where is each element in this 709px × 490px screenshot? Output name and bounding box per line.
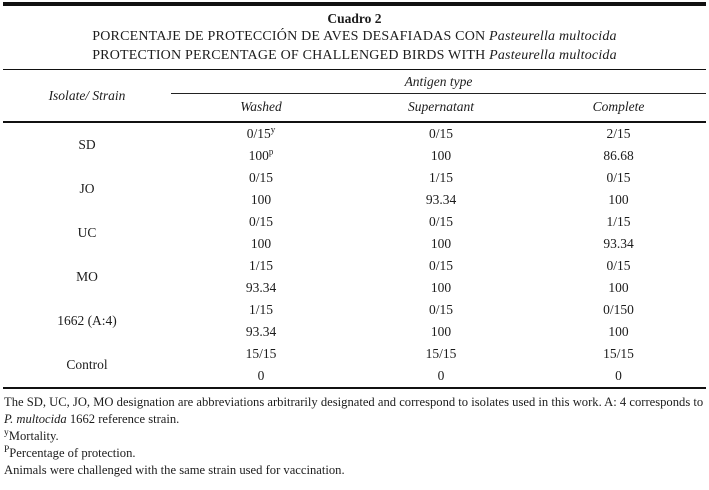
table-title-spanish: PORCENTAJE DE PROTECCIÓN DE AVES DESAFIA… (3, 27, 706, 46)
footnote-marker: y (270, 124, 276, 135)
strain-label: JO (79, 181, 95, 196)
protection-percent-cell: 100 (430, 148, 452, 163)
table-row-group: SD 0/15y 0/15 2/15 100p 100 86.68 (3, 123, 706, 167)
protection-percent-cell: 0 (437, 368, 445, 383)
header-divider-rule (3, 121, 706, 123)
table-header: Isolate/ Strain Antigen type Washed Supe… (3, 70, 706, 121)
paper-table-page: Cuadro 2 PORCENTAJE DE PROTECCIÓN DE AVE… (0, 2, 709, 479)
challenge-result-cell: 0/15 (248, 170, 273, 185)
table-row-group: JO 0/15 1/15 0/15 100 93.34 100 (3, 167, 706, 211)
footnote: yMortality. (4, 428, 705, 445)
protection-percent-cell: 93.34 (603, 236, 634, 251)
footnote-text: 1662 reference strain. (66, 412, 180, 426)
footnote: The SD, UC, JO, MO designation are abbre… (4, 394, 705, 428)
column-group-header-antigen-type: Antigen type (171, 70, 706, 94)
strain-label: 1662 (A:4) (57, 313, 117, 328)
challenge-result-cell: 1/15 (248, 302, 273, 317)
column-header-complete: Complete (592, 99, 645, 114)
table-row-group: Control 15/15 15/15 15/15 0 0 0 (3, 343, 706, 387)
protection-percent-cell: 100 (430, 324, 452, 339)
body-divider-rule (3, 387, 706, 389)
table-row-group: MO 1/15 0/15 0/15 93.34 100 100 (3, 255, 706, 299)
protection-percent-cell: 100 (608, 280, 629, 295)
protection-percent-cell: 100 (250, 236, 272, 251)
challenge-result-cell: 0/15 (606, 170, 631, 185)
protection-percent-cell: 100 (430, 236, 452, 251)
title-en-species: Pasteurella multocida (489, 48, 617, 63)
challenge-result-cell: 0/15 (428, 302, 453, 317)
footnote-marker: P (4, 444, 10, 455)
title-es-species: Pasteurella multocida (489, 29, 617, 44)
challenge-result-cell: 0/15 (428, 126, 453, 141)
protection-percent-cell: 86.68 (603, 148, 634, 163)
table-top-rule (3, 2, 706, 6)
challenge-result-cell: 0/15 (248, 214, 273, 229)
strain-label: UC (77, 225, 97, 240)
challenge-result-cell: 15/15 (425, 346, 457, 361)
footnote: Animals were challenged with the same st… (4, 462, 705, 479)
footnote: PPercentage of protection. (4, 445, 705, 462)
strain-label: Control (66, 357, 108, 372)
footnote-text: Percentage of protection. (9, 446, 136, 460)
strain-label: SD (78, 137, 96, 152)
challenge-result-cell: 2/15 (606, 126, 631, 141)
protection-percent-cell: 100p (248, 146, 274, 163)
protection-percent-cell: 100 (608, 192, 629, 207)
challenge-result-cell: 1/15 (428, 170, 453, 185)
footnote-text: Mortality. (8, 429, 59, 443)
column-header-supernatant: Supernatant (408, 99, 474, 114)
protection-percent-cell: 100 (608, 324, 629, 339)
challenge-result-cell: 0/150 (603, 302, 634, 317)
protection-percent-cell: 0 (615, 368, 622, 383)
protection-percent-cell: 93.34 (425, 192, 457, 207)
table-caption: Cuadro 2 (327, 11, 382, 26)
challenge-result-cell: 0/15 (606, 258, 631, 273)
protection-percent-cell: 100 (430, 280, 452, 295)
table-title-english: PROTECTION PERCENTAGE OF CHALLENGED BIRD… (3, 46, 706, 65)
challenge-result-cell: 1/15 (248, 258, 273, 273)
challenge-result-cell: 15/15 (245, 346, 277, 361)
footnotes: The SD, UC, JO, MO designation are abbre… (3, 389, 706, 479)
challenge-result-cell: 1/15 (606, 214, 631, 229)
challenge-result-cell: 0/15 (428, 214, 453, 229)
protection-percent-cell: 0 (257, 368, 265, 383)
challenge-result-cell: 15/15 (603, 346, 634, 361)
table-body: SD 0/15y 0/15 2/15 100p 100 86.68 JO 0/15 1/15 0/1… (3, 123, 706, 387)
table-row-group: UC 0/15 0/15 1/15 100 100 93.34 (3, 211, 706, 255)
strain-label: MO (76, 269, 98, 284)
column-header-isolate-strain: Isolate/ Strain (48, 87, 126, 103)
challenge-result-cell: 0/15 (428, 258, 453, 273)
protection-percent-cell: 93.34 (245, 280, 277, 295)
column-header-washed: Washed (240, 99, 282, 114)
protection-percent-cell: 100 (250, 192, 272, 207)
table-row-group: 1662 (A:4) 1/15 0/15 0/150 93.34 100 100 (3, 299, 706, 343)
footnote-text: Animals were challenged with the same st… (4, 463, 345, 477)
challenge-result-cell: 0/15y (246, 124, 276, 141)
title-divider-rule (3, 69, 706, 70)
title-es-text: PORCENTAJE DE PROTECCIÓN DE AVES DESAFIA… (92, 29, 490, 44)
footnote-marker: p (268, 146, 274, 157)
footnote-text: P. multocida (4, 412, 67, 426)
protection-percent-cell: 93.34 (245, 324, 277, 339)
footnote-text: The SD, UC, JO, MO designation are abbre… (4, 395, 704, 409)
footnote-marker: y (4, 427, 9, 438)
title-en-text: PROTECTION PERCENTAGE OF CHALLENGED BIRD… (92, 48, 490, 63)
